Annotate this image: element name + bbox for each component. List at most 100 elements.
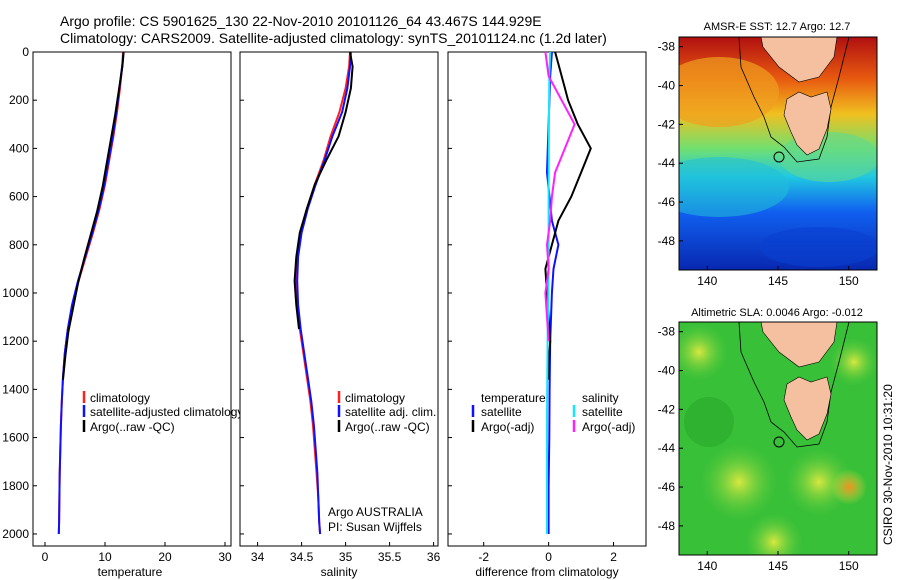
shelf-contour <box>738 322 850 448</box>
y-tick-label: 1600 <box>2 431 29 445</box>
series-line-satellite <box>296 51 352 535</box>
temperature-yticks: 0 200 400 600 800 1000 1200 1400 1600 1800 2000 <box>2 45 37 541</box>
argo-location-marker <box>773 436 785 448</box>
map-y-tick-label: -48 <box>658 519 676 533</box>
x-tick-label: 34.5 <box>290 550 314 564</box>
salinity-legend: climatology satellite adj. clim. Argo(..… <box>337 391 436 434</box>
legend-label-temp-argo: Argo(-adj) <box>481 420 534 434</box>
temperature-legend: climatology satellite-adjusted climatolo… <box>82 391 243 434</box>
map-x-tick-label: 140 <box>697 274 717 288</box>
sst-map-xticks: 140 145 150 <box>697 266 859 288</box>
map-x-tick-label: 145 <box>768 559 788 573</box>
y-tick-label: 1000 <box>2 286 29 300</box>
map-x-tick-label: 140 <box>697 559 717 573</box>
sla-map-title: Altimetric SLA: 0.0046 Argo: -0.012 <box>691 307 863 319</box>
legend-label-sal-argo: Argo(-adj) <box>582 420 635 434</box>
y-tick-label: 1200 <box>2 334 29 348</box>
salinity-panel: 34 34.5 35 35.5 36 salinity climatology sate… <box>239 51 441 579</box>
map-y-tick-label: -44 <box>658 156 676 170</box>
difference-xticks: -2 0 2 <box>478 542 617 564</box>
y-tick-label: 400 <box>9 141 29 155</box>
argo-location-marker <box>773 151 785 163</box>
salinity-yticks <box>240 51 244 535</box>
x-tick-label: 30 <box>218 550 232 564</box>
y-tick-label: 2000 <box>2 527 29 541</box>
difference-lines <box>544 51 592 534</box>
x-tick-label: 10 <box>98 550 112 564</box>
y-tick-label: 800 <box>9 238 29 252</box>
temperature-xlabel: temperature <box>98 565 163 579</box>
x-tick-label: 2 <box>610 550 617 564</box>
sla-map-yticks: -38 -40 -42 -44 -46 -48 <box>658 325 683 533</box>
temperature-axes-box <box>32 51 232 547</box>
sla-map: Altimetric SLA: 0.0046 Argo: -0.012 140 1… <box>658 307 878 573</box>
salinity-lines <box>293 51 354 535</box>
x-tick-label: 0 <box>545 550 552 564</box>
legend-label-satellite: satellite adj. clim. <box>345 405 436 419</box>
sst-map-plot <box>679 37 877 270</box>
argo-annotation-line1: Argo AUSTRALIA <box>328 505 423 519</box>
salinity-xlabel: salinity <box>321 565 358 579</box>
mainland-coast <box>760 37 838 83</box>
map-y-tick-label: -42 <box>658 402 676 416</box>
sst-map-yticks: -38 -40 -42 -44 -46 -48 <box>658 40 683 248</box>
x-tick-label: 35 <box>339 550 353 564</box>
x-tick-label: 20 <box>158 550 172 564</box>
series-line-satellite <box>57 51 125 535</box>
sst-patch <box>679 157 789 217</box>
sla-patch <box>679 322 729 382</box>
argo-annotation-line2: PI: Susan Wijffels <box>328 520 422 534</box>
difference-legend: temperature satellite Argo(-adj) salinit… <box>471 391 635 434</box>
legend-label-argo: Argo(..raw -QC) <box>90 420 175 434</box>
sst-patch <box>759 227 877 267</box>
map-y-tick-label: -46 <box>658 480 676 494</box>
map-y-tick-label: -44 <box>658 441 676 455</box>
sla-patch <box>684 397 734 447</box>
y-tick-label: 200 <box>9 93 29 107</box>
sla-map-xticks: 140 145 150 <box>697 551 859 573</box>
figure-title-line2: Climatology: CARS2009. Satellite-adjuste… <box>60 30 607 46</box>
y-tick-label: 1800 <box>2 479 29 493</box>
mainland-coast <box>760 322 838 368</box>
x-tick-label: -2 <box>478 550 489 564</box>
sst-patch <box>779 132 877 182</box>
y-tick-label: 600 <box>9 190 29 204</box>
sla-patch <box>831 469 867 505</box>
x-tick-label: 34 <box>251 550 265 564</box>
series-line-argo <box>544 51 592 380</box>
legend-label-argo: Argo(..raw -QC) <box>345 420 430 434</box>
legend-label-sal-satellite: satellite <box>582 405 623 419</box>
map-x-tick-label: 150 <box>839 274 859 288</box>
x-tick-label: 0 <box>42 550 49 564</box>
temperature-xticks: 0 10 20 30 <box>42 542 232 564</box>
tasmania <box>783 376 832 441</box>
temperature-lines <box>57 51 125 535</box>
legend-label-satellite: satellite-adjusted climatology <box>90 405 243 419</box>
map-y-tick-label: -38 <box>658 40 676 54</box>
series-line-argo <box>293 51 354 330</box>
shelf-contour <box>738 37 850 163</box>
map-y-tick-label: -40 <box>658 364 676 378</box>
x-tick-label: 35.5 <box>378 550 402 564</box>
map-y-tick-label: -46 <box>658 195 676 209</box>
map-x-tick-label: 150 <box>839 559 859 573</box>
y-tick-label: 1400 <box>2 382 29 396</box>
sla-patch <box>744 512 804 555</box>
legend-label-climatology: climatology <box>345 391 405 405</box>
legend-salinity-header: salinity <box>582 391 619 405</box>
series-line-argo <box>62 51 125 380</box>
figure-title-line1: Argo profile: CS 5901625_130 22-Nov-2010… <box>60 13 542 29</box>
sla-patch <box>699 442 779 522</box>
sst-map-title: AMSR-E SST: 12.7 Argo: 12.7 <box>704 21 851 33</box>
legend-label-climatology: climatology <box>90 391 150 405</box>
sla-patch <box>829 337 877 387</box>
difference-panel: -2 0 2 difference from climatology tempera… <box>447 51 647 579</box>
map-x-tick-label: 145 <box>768 274 788 288</box>
series-line-magenta <box>544 51 576 342</box>
x-tick-label: 36 <box>427 550 441 564</box>
salinity-xticks: 34 34.5 35 35.5 36 <box>251 542 441 564</box>
sst-patch <box>679 57 779 127</box>
sst-map: AMSR-E SST: 12.7 Argo: 12.7 140 145 150 -3… <box>658 21 878 288</box>
difference-xlabel: difference from climatology <box>475 565 618 579</box>
